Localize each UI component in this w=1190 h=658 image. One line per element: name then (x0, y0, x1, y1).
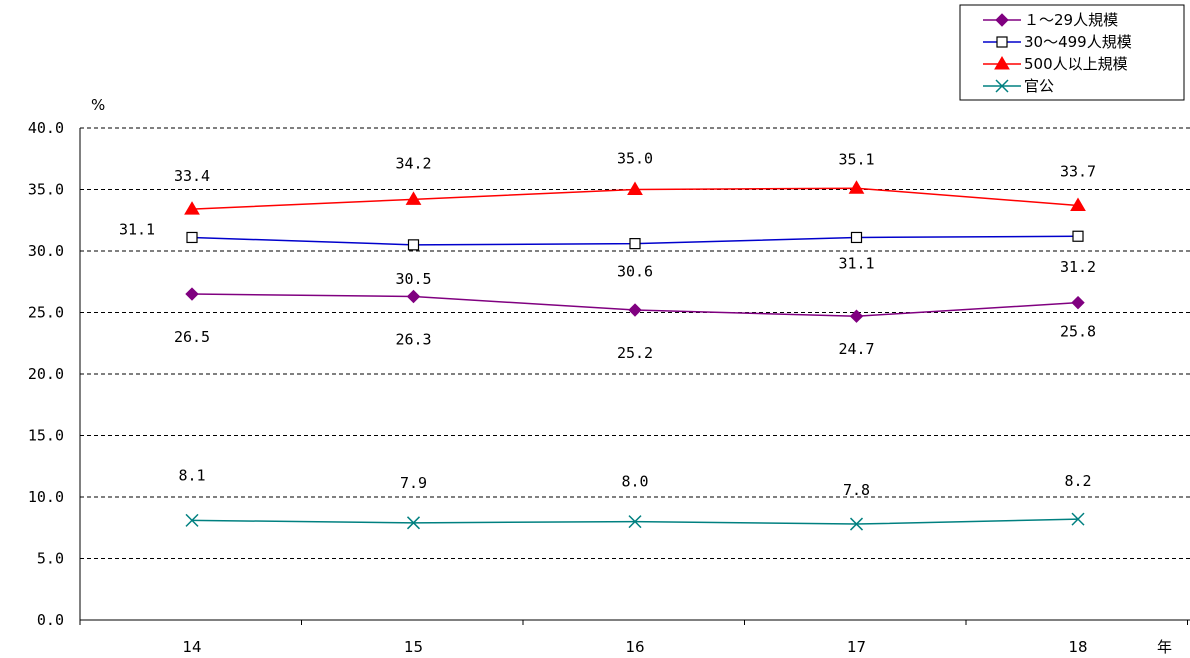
data-label: 25.8 (1060, 323, 1096, 341)
x-axis-unit-label: 年 (1157, 638, 1172, 656)
legend-item: 官公 (983, 77, 1054, 95)
data-label: 31.1 (119, 220, 155, 238)
series-4 (185, 512, 1085, 531)
x-tick-label: 17 (847, 638, 866, 656)
data-label: 34.2 (395, 154, 431, 172)
legend-marker-icon (994, 56, 1010, 70)
data-label: 8.1 (178, 466, 205, 484)
data-point-marker (185, 513, 199, 527)
data-point-marker (407, 239, 420, 251)
data-label: 30.6 (617, 263, 653, 281)
data-label: 8.2 (1064, 472, 1091, 490)
axes: 0.0 5.0 10.0 15.0 20.0 25.0 30.0 35.0 40.0 14 15 16… (28, 119, 1190, 656)
data-point-marker (850, 231, 863, 244)
data-point-marker (629, 238, 641, 250)
y-tick-label: 30.0 (28, 242, 64, 260)
data-label: 30.5 (395, 270, 431, 288)
data-point-marker (1070, 197, 1086, 211)
series-group (184, 180, 1086, 531)
y-tick-label: 10.0 (28, 488, 64, 506)
legend-item: 500人以上規模 (983, 55, 1128, 73)
data-point-marker (849, 309, 864, 323)
data-point-marker (849, 517, 864, 531)
data-label: 7.8 (843, 481, 870, 499)
legend-marker-icon (995, 13, 1009, 27)
data-label: 24.7 (838, 340, 874, 358)
y-axis-unit-label: % (91, 96, 105, 114)
data-point-marker (185, 287, 199, 301)
y-tick-label: 35.0 (28, 181, 64, 199)
data-label: 8.0 (621, 473, 648, 491)
legend-label: 30～499人規模 (1024, 33, 1132, 51)
data-point-marker (1071, 295, 1085, 310)
data-point-marker (628, 303, 642, 317)
y-tick-label: 5.0 (37, 550, 64, 568)
y-tick-label: 25.0 (28, 304, 64, 322)
legend-label: １～29人規模 (1024, 11, 1118, 29)
series-3 (184, 180, 1086, 215)
y-tick-label: 15.0 (28, 427, 64, 445)
legend-item: 30～499人規模 (983, 33, 1132, 51)
data-point-marker (406, 289, 421, 304)
data-point-marker (627, 181, 643, 195)
x-tick-label: 15 (404, 638, 423, 656)
legend-label: 500人以上規模 (1024, 55, 1128, 73)
legend-label: 官公 (1024, 77, 1054, 95)
x-tick-label: 14 (182, 638, 201, 656)
data-point-marker (628, 515, 642, 529)
data-labels: 26.5 26.3 25.2 24.7 25.8 31.1 30.5 30.6 31.1 31.2… (119, 150, 1096, 500)
data-label: 26.3 (395, 331, 431, 349)
data-label: 31.2 (1060, 258, 1096, 276)
x-tick-label: 16 (625, 638, 644, 656)
data-point-marker (186, 231, 198, 244)
data-label: 33.4 (174, 167, 210, 185)
data-point-marker (848, 180, 865, 194)
series-1 (185, 287, 1085, 323)
data-label: 7.9 (400, 474, 427, 492)
data-point-marker (406, 516, 421, 530)
y-tick-label: 20.0 (28, 365, 64, 383)
data-point-marker (1071, 512, 1085, 526)
y-tick-label: 0.0 (37, 611, 64, 629)
data-label: 25.2 (617, 344, 653, 362)
data-label: 35.0 (617, 150, 653, 168)
x-tick-label: 18 (1068, 638, 1087, 656)
data-label: 31.1 (838, 254, 874, 272)
legend-marker-icon (995, 79, 1009, 93)
data-point-marker (405, 191, 422, 205)
data-point-marker (1072, 230, 1084, 242)
data-label: 33.7 (1060, 162, 1096, 180)
legend-marker-icon (996, 36, 1008, 48)
series-2 (186, 230, 1084, 251)
legend-item: １～29人規模 (983, 11, 1118, 29)
data-label: 35.1 (838, 150, 874, 168)
y-tick-label: 40.0 (28, 119, 64, 137)
data-label: 26.5 (174, 328, 210, 346)
data-point-marker (184, 201, 200, 215)
